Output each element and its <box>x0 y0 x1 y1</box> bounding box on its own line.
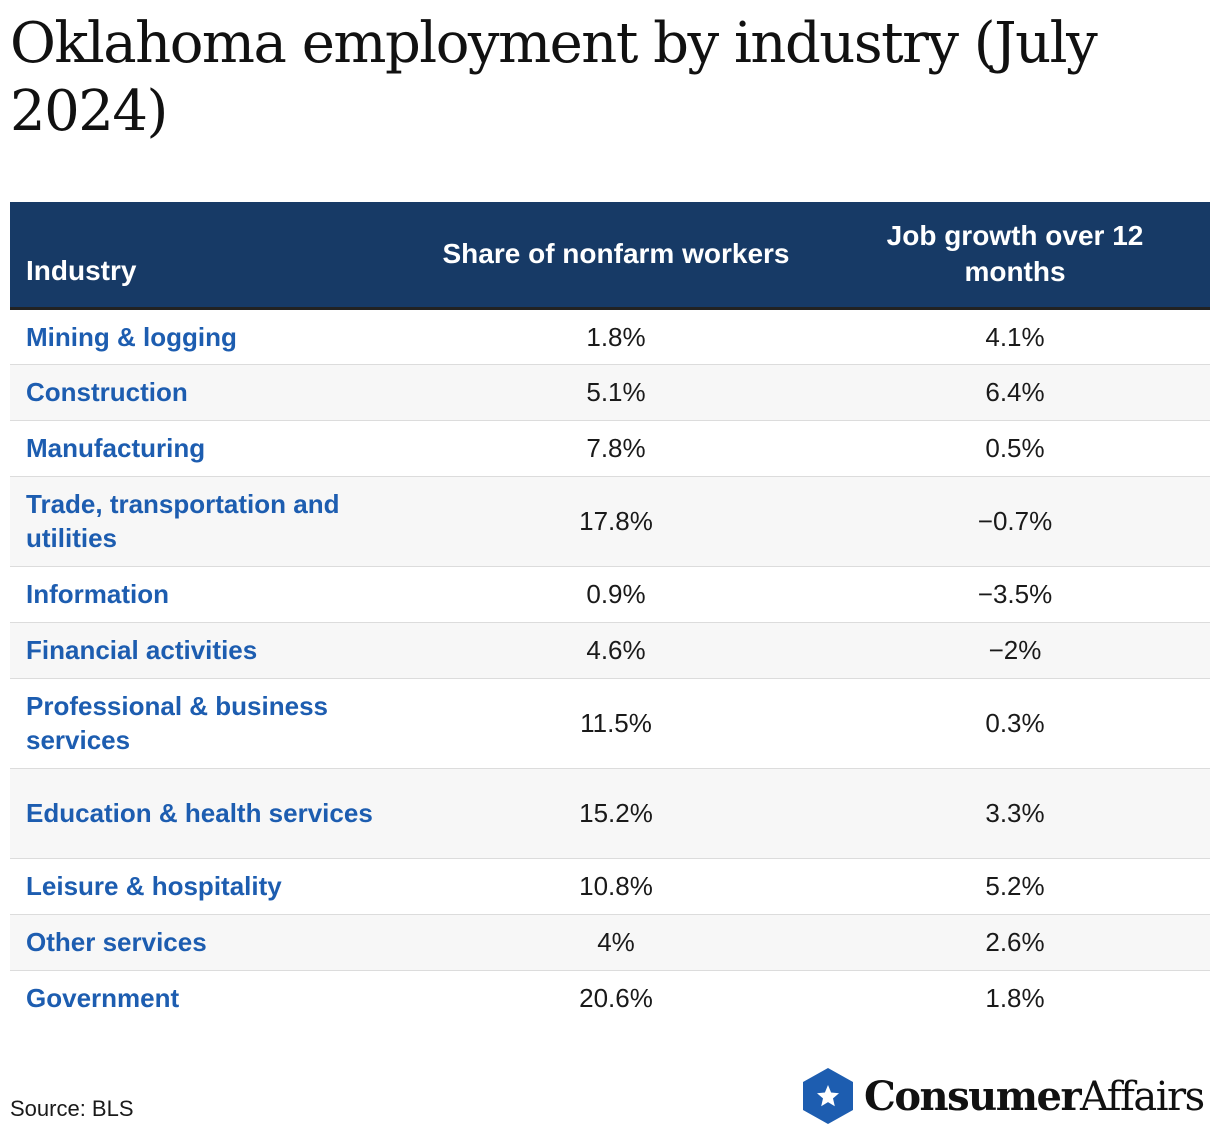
growth-cell: 1.8% <box>820 970 1210 1026</box>
column-header-industry: Industry <box>10 202 412 310</box>
growth-cell: −2% <box>820 622 1210 679</box>
chart-title: Oklahoma employment by industry (July 20… <box>10 11 1098 144</box>
table-body: Mining & logging 1.8% 4.1% Construction 5.1%… <box>10 308 1210 1026</box>
star-hexagon-icon <box>803 1068 853 1124</box>
growth-cell: −0.7% <box>820 476 1210 567</box>
table-row: Other services 4% 2.6% <box>10 914 1210 971</box>
share-cell: 4.6% <box>412 622 820 679</box>
brand-part-affairs: Affairs <box>1080 1073 1205 1120</box>
industry-cell: Construction <box>10 364 412 421</box>
table-row: Information 0.9% −3.5% <box>10 566 1210 623</box>
share-cell: 20.6% <box>412 970 820 1026</box>
growth-cell: 2.6% <box>820 914 1210 971</box>
growth-cell: 5.2% <box>820 858 1210 915</box>
share-cell: 7.8% <box>412 420 820 477</box>
growth-cell: 3.3% <box>820 768 1210 859</box>
column-header-growth: Job growth over 12 months <box>820 202 1210 310</box>
growth-cell: 0.5% <box>820 420 1210 477</box>
brand-wordmark: ConsumerAffairs <box>864 1072 1205 1120</box>
table-row: Leisure & hospitality 10.8% 5.2% <box>10 858 1210 915</box>
share-cell: 0.9% <box>412 566 820 623</box>
industry-cell: Professional & business services <box>10 678 412 769</box>
share-cell: 5.1% <box>412 364 820 421</box>
growth-cell: −3.5% <box>820 566 1210 623</box>
table-header-row: Industry Share of nonfarm workers Job gr… <box>10 202 1210 310</box>
consumeraffairs-logo: ConsumerAffairs <box>800 1066 1205 1126</box>
brand-part-consumer: Consumer <box>864 1072 1082 1120</box>
share-cell: 4% <box>412 914 820 971</box>
industry-cell: Other services <box>10 914 412 971</box>
table-row: Government 20.6% 1.8% <box>10 970 1210 1026</box>
employment-table: Industry Share of nonfarm workers Job gr… <box>10 202 1210 1026</box>
table-row: Mining & logging 1.8% 4.1% <box>10 308 1210 365</box>
share-cell: 15.2% <box>412 768 820 859</box>
share-cell: 11.5% <box>412 678 820 769</box>
share-cell: 17.8% <box>412 476 820 567</box>
growth-cell: 0.3% <box>820 678 1210 769</box>
growth-cell: 4.1% <box>820 308 1210 365</box>
table-row: Professional & business services 11.5% 0.3… <box>10 678 1210 769</box>
column-header-share: Share of nonfarm workers <box>412 202 820 310</box>
share-cell: 10.8% <box>412 858 820 915</box>
industry-cell: Leisure & hospitality <box>10 858 412 915</box>
industry-cell: Financial activities <box>10 622 412 679</box>
industry-cell: Manufacturing <box>10 420 412 477</box>
share-cell: 1.8% <box>412 308 820 365</box>
industry-cell: Education & health services <box>10 768 412 859</box>
industry-cell: Government <box>10 970 412 1026</box>
table-row: Construction 5.1% 6.4% <box>10 364 1210 421</box>
source-note: Source: BLS <box>10 1096 134 1121</box>
growth-cell: 6.4% <box>820 364 1210 421</box>
table-row: Education & health services 15.2% 3.3% <box>10 768 1210 859</box>
table-row: Manufacturing 7.8% 0.5% <box>10 420 1210 477</box>
industry-cell: Mining & logging <box>10 308 412 365</box>
table-row: Financial activities 4.6% −2% <box>10 622 1210 679</box>
industry-cell: Information <box>10 566 412 623</box>
industry-cell: Trade, transportation and utilities <box>10 476 412 567</box>
table-row: Trade, transportation and utilities 17.8%… <box>10 476 1210 567</box>
